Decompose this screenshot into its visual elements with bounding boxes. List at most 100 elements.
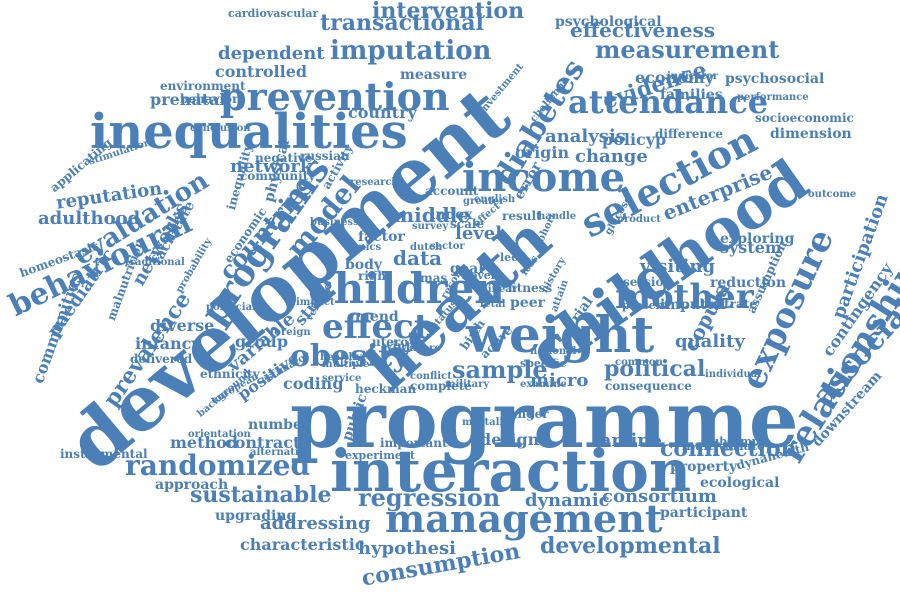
word-cloud-term: inequalities bbox=[90, 104, 408, 160]
word-cloud-term: right bbox=[358, 269, 392, 283]
word-cloud-term: management bbox=[385, 496, 663, 541]
word-cloud-term: measurement bbox=[595, 35, 780, 64]
word-cloud-term: addressing bbox=[260, 513, 371, 534]
word-cloud-term: income bbox=[462, 154, 626, 201]
word-cloud-term: system bbox=[720, 238, 782, 257]
word-cloud-term: cardiovascular bbox=[228, 7, 319, 20]
word-cloud-term: impact bbox=[296, 297, 335, 308]
word-cloud-term: subsample bbox=[705, 435, 771, 448]
word-cloud-term: environment bbox=[160, 79, 246, 93]
word-cloud-term: data bbox=[393, 246, 443, 270]
word-cloud-term: adulthood bbox=[38, 208, 141, 229]
word-cloud-term: effectiveness bbox=[570, 18, 716, 42]
word-cloud-term: important bbox=[380, 436, 448, 450]
word-cloud-term: healthy bbox=[320, 352, 362, 363]
word-cloud-term: network bbox=[230, 156, 313, 177]
word-cloud-term: mend bbox=[355, 309, 399, 325]
word-cloud-term: instrumental bbox=[60, 447, 148, 461]
word-cloud-term: interaction bbox=[330, 437, 692, 505]
word-cloud-term: novel bbox=[462, 269, 495, 282]
word-cloud-term: imputation bbox=[330, 36, 492, 66]
word-cloud-term: political bbox=[604, 356, 706, 382]
word-cloud-term: intervention bbox=[372, 0, 525, 24]
word-cloud-term: prevention bbox=[220, 74, 450, 119]
word-cloud-term: attendance bbox=[568, 83, 769, 121]
word-cloud-term: sustainable bbox=[190, 482, 332, 508]
word-cloud-term: micro bbox=[530, 370, 589, 391]
word-cloud-term: russian bbox=[300, 149, 350, 163]
word-cloud-term: connection bbox=[660, 436, 797, 462]
word-cloud-term: change bbox=[575, 146, 648, 167]
word-cloud-term: dynamic bbox=[525, 490, 610, 511]
word-cloud-term: politician bbox=[206, 302, 260, 313]
word-cloud-term: greater bbox=[463, 196, 505, 207]
word-cloud-term: sector bbox=[430, 241, 465, 252]
word-cloud-term: analysis bbox=[545, 126, 626, 147]
word-cloud-term: individual bbox=[705, 369, 762, 380]
word-cloud-term: programme bbox=[290, 375, 799, 466]
word-cloud-term: children bbox=[308, 264, 505, 313]
word-cloud-term: mother bbox=[615, 277, 754, 317]
word-cloud-term: psychological bbox=[555, 14, 662, 30]
word-cloud-term: obesity bbox=[290, 339, 410, 374]
word-cloud-term: transactional bbox=[320, 10, 484, 36]
word-cloud-term: fitness bbox=[508, 281, 553, 295]
word-cloud-term: mortality bbox=[462, 417, 514, 428]
word-cloud-term: bmics bbox=[348, 242, 382, 253]
word-cloud-term: reduction bbox=[710, 275, 787, 291]
word-cloud-term: dutch bbox=[410, 242, 443, 253]
word-cloud-term: utero bbox=[372, 335, 409, 349]
word-cloud-term: outcome bbox=[808, 189, 857, 200]
word-cloud-term: middle bbox=[393, 203, 471, 227]
word-cloud-term: result bbox=[502, 209, 542, 223]
word-cloud-term: delivered bbox=[130, 352, 193, 366]
word-cloud-term: conclusion bbox=[190, 123, 251, 134]
word-cloud-term: imputed bbox=[660, 297, 726, 313]
word-cloud-term: regression bbox=[358, 483, 501, 512]
word-cloud-term: session bbox=[623, 275, 673, 289]
word-cloud-term: hunger bbox=[500, 407, 549, 421]
word-cloud-term: developmental bbox=[540, 533, 721, 559]
word-cloud-term: consequence bbox=[605, 379, 692, 393]
word-cloud-term: difference bbox=[655, 127, 724, 141]
word-cloud-term: prenatal bbox=[150, 90, 226, 109]
word-cloud-term: scale bbox=[450, 217, 485, 231]
word-cloud-term: peer bbox=[510, 295, 545, 311]
word-cloud-term: approach bbox=[155, 477, 229, 493]
word-cloud-term: upgrading bbox=[215, 508, 297, 524]
word-cloud-term: examine bbox=[520, 379, 567, 390]
word-cloud-term: country bbox=[348, 103, 417, 122]
word-cloud-term: dependent bbox=[218, 43, 325, 64]
word-cloud-term: hypothesi bbox=[358, 538, 456, 559]
word-cloud-term: ecological bbox=[700, 475, 780, 491]
word-cloud-term: coding bbox=[283, 374, 344, 393]
word-cloud-term: multivariate bbox=[682, 439, 765, 453]
word-cloud-term: design bbox=[480, 430, 540, 449]
word-cloud-term: factor bbox=[358, 229, 405, 245]
word-cloud-term: account bbox=[425, 184, 479, 198]
word-cloud-term: conflict bbox=[410, 371, 452, 382]
word-cloud-term: warfare bbox=[398, 343, 441, 354]
word-cloud-term: infancy bbox=[135, 334, 201, 353]
word-cloud-term: leed bbox=[500, 251, 526, 264]
word-cloud-term: consortium bbox=[602, 486, 717, 507]
word-cloud-term: complete bbox=[410, 379, 472, 393]
word-cloud-term: illustrate bbox=[695, 297, 757, 311]
word-cloud-term: contract bbox=[225, 433, 301, 452]
word-cloud-term: heckman bbox=[355, 382, 417, 396]
word-cloud-term: body bbox=[345, 257, 383, 273]
word-cloud-term: community bbox=[240, 169, 316, 183]
word-cloud-term: foreign bbox=[270, 327, 311, 338]
word-cloud-term: level bbox=[455, 223, 503, 244]
word-cloud-term: research bbox=[350, 177, 399, 188]
word-cloud-term: goal bbox=[450, 261, 484, 277]
word-cloud-term: measure bbox=[400, 67, 468, 83]
word-cloud-term: participant bbox=[660, 505, 748, 521]
word-cloud-term: weight bbox=[466, 305, 655, 364]
word-cloud-term: dimension bbox=[770, 126, 852, 142]
word-cloud-term: sample bbox=[452, 355, 548, 384]
word-cloud-term: national bbox=[530, 346, 577, 357]
word-cloud-term: method bbox=[170, 433, 238, 452]
word-cloud-term: orientation bbox=[188, 429, 251, 440]
